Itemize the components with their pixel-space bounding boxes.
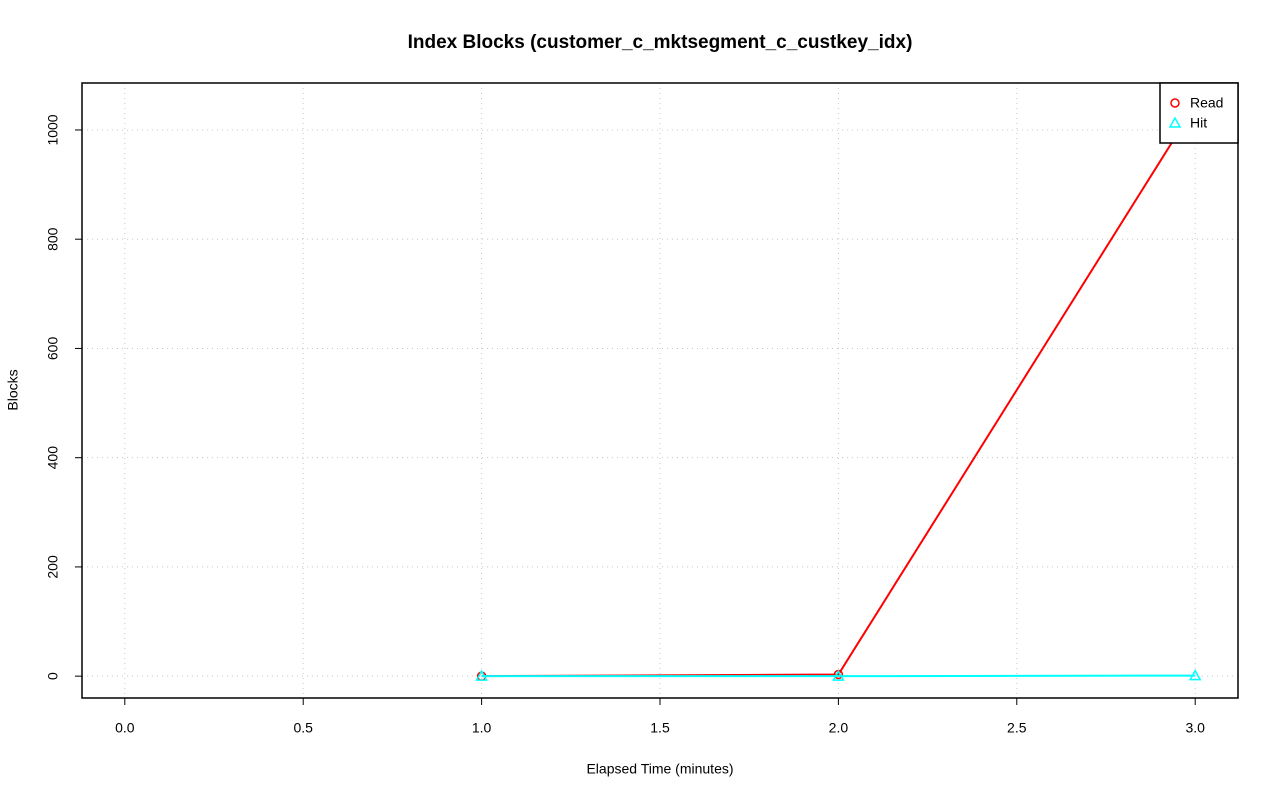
y-tick-label: 0	[45, 672, 61, 680]
x-tick-label: 0.5	[293, 720, 313, 736]
series-line	[481, 674, 1196, 678]
legend-marker	[1168, 116, 1182, 128]
x-tick-label: 3.0	[1185, 720, 1205, 736]
data-point	[832, 669, 845, 681]
x-tick-label: 2.5	[1007, 720, 1027, 736]
x-tick-label: 1.5	[650, 720, 670, 736]
legend-label: Hit	[1190, 115, 1207, 131]
y-tick-label: 1000	[45, 114, 61, 145]
chart-title: Index Blocks (customer_c_mktsegment_c_cu…	[408, 32, 913, 53]
y-tick-label: 400	[45, 446, 61, 470]
y-tick-label: 800	[45, 227, 61, 251]
x-axis-label: Elapsed Time (minutes)	[586, 761, 733, 777]
legend-box	[1159, 82, 1239, 144]
y-tick-label: 600	[45, 337, 61, 361]
data-point	[475, 669, 488, 681]
x-tick-label: 0.0	[115, 720, 135, 736]
plot-frame	[81, 82, 1239, 699]
legend-label: Read	[1190, 95, 1223, 111]
data-point	[1188, 669, 1202, 681]
y-tick-label: 200	[45, 555, 61, 579]
x-tick-label: 1.0	[472, 720, 492, 736]
legend-marker	[1170, 98, 1180, 108]
y-axis-label: Blocks	[5, 369, 21, 410]
x-tick-label: 2.0	[829, 720, 849, 736]
